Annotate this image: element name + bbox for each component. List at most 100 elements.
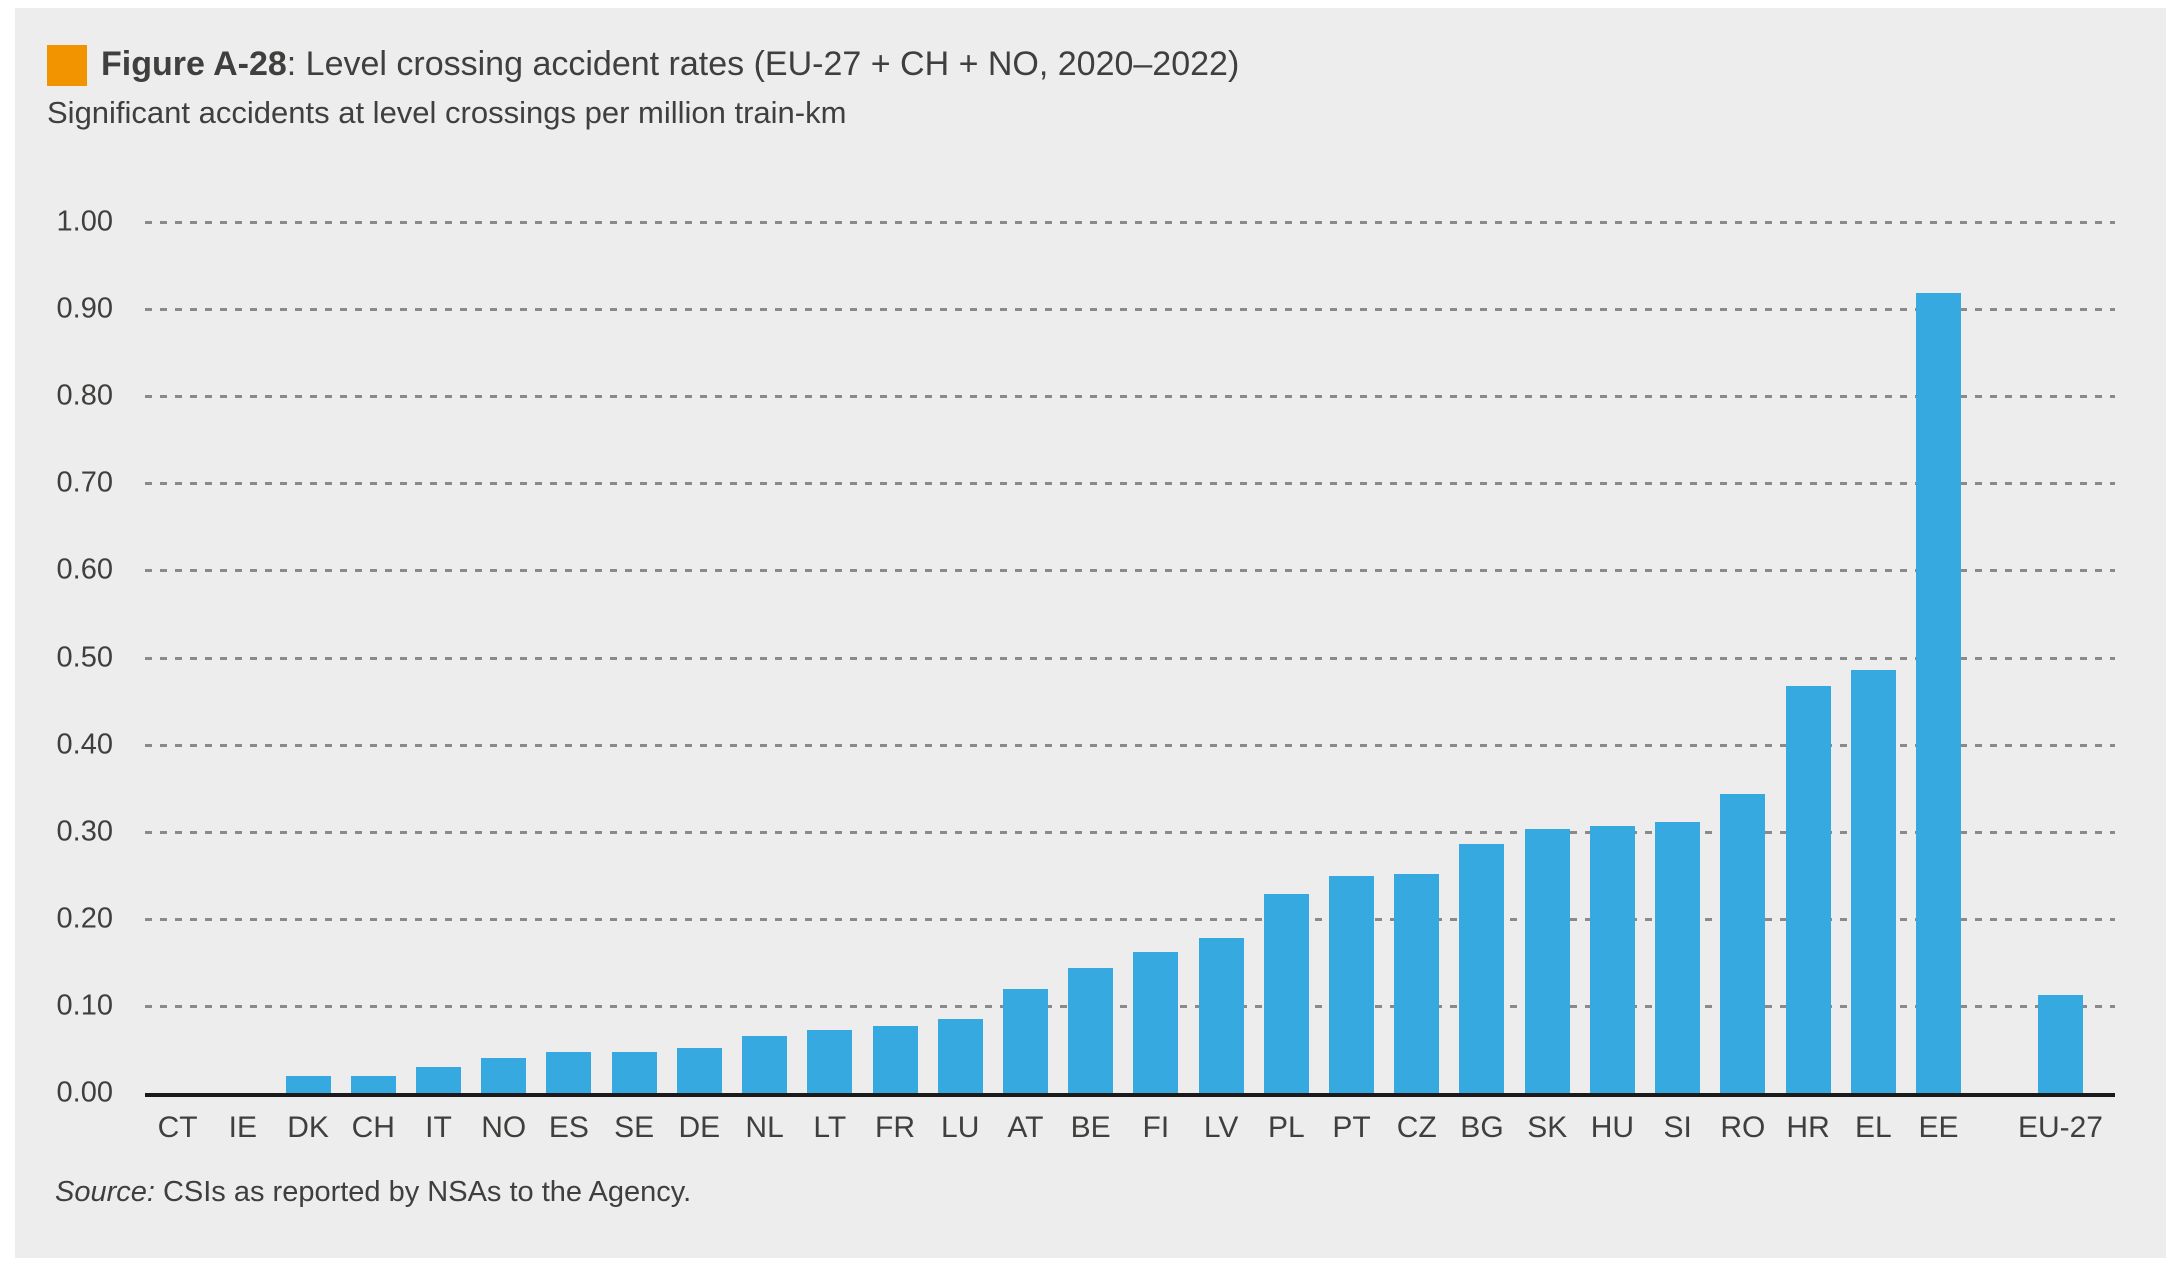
bar-EL <box>1850 669 1896 1093</box>
x-label-CH: CH <box>351 1111 395 1144</box>
bar-FI <box>1133 951 1179 1093</box>
x-label-DE: DE <box>678 1111 721 1144</box>
bar-AT <box>1002 989 1048 1093</box>
bar-EU-27 <box>2037 995 2083 1093</box>
bar-DE <box>676 1047 722 1093</box>
gridline-0.90 <box>145 308 2115 312</box>
category-slot-SI: SI <box>1645 222 1710 1144</box>
category-slot-EE: EE <box>1906 222 1971 1144</box>
gridline-0.50 <box>145 656 2115 660</box>
x-label-EU-27: EU-27 <box>2017 1111 2103 1144</box>
bar-IT <box>415 1066 461 1093</box>
y-tick-0.10: 0.10 <box>56 989 113 1022</box>
category-slot-FR: FR <box>862 222 927 1144</box>
bar-chart-plot-area: CT IE DK CH IT NO ES SE DE NL LT FR LU AT BE FI LV PL PT CZ… <box>145 221 2115 1144</box>
category-slot-BE: BE <box>1058 222 1123 1144</box>
gridline-0.60 <box>145 569 2115 573</box>
figure-title-text: : Level crossing accident rates (EU-27 +… <box>286 45 1240 83</box>
bar-EE <box>1916 293 1962 1093</box>
y-tick-0.90: 0.90 <box>56 292 113 325</box>
bar-PL <box>1263 893 1309 1093</box>
y-tick-0.60: 0.60 <box>56 553 113 586</box>
category-slot-IT: IT <box>406 222 471 1144</box>
y-tick-0.80: 0.80 <box>56 379 113 412</box>
bar-NO <box>481 1058 527 1093</box>
bar-NL <box>742 1035 788 1093</box>
bar-LV <box>1198 937 1244 1093</box>
bar-SI <box>1655 822 1701 1093</box>
bar-BE <box>1068 968 1114 1093</box>
category-slot-IE: IE <box>210 222 275 1144</box>
x-label-NO: NO <box>481 1111 527 1144</box>
gridline-0.70 <box>145 482 2115 486</box>
x-label-FR: FR <box>875 1111 916 1144</box>
category-slot-NL: NL <box>732 222 797 1144</box>
y-tick-1.00: 1.00 <box>56 205 113 238</box>
category-slot-ES: ES <box>536 222 601 1144</box>
x-label-BE: BE <box>1070 1111 1111 1144</box>
bar-FR <box>872 1025 918 1093</box>
y-tick-0.30: 0.30 <box>56 815 113 848</box>
category-slot-EU-27: EU-27 <box>2018 222 2103 1144</box>
bar-SK <box>1524 829 1570 1093</box>
category-slot-NO: NO <box>471 222 536 1144</box>
source-label: Source: <box>55 1176 155 1208</box>
source-note: Source: CSIs as reported by NSAs to the A… <box>55 1176 691 1209</box>
bar-BG <box>1459 843 1505 1093</box>
category-slot-CT: CT <box>145 222 210 1144</box>
category-slot-BG: BG <box>1449 222 1514 1144</box>
x-label-LU: LU <box>941 1111 980 1144</box>
x-label-ES: ES <box>548 1111 589 1144</box>
category-slot-DE: DE <box>667 222 732 1144</box>
figure-number: Figure A-28 <box>101 45 287 83</box>
category-slot-LU: LU <box>928 222 993 1144</box>
bar-CZ <box>1394 873 1440 1093</box>
x-label-NL: NL <box>745 1111 784 1144</box>
x-label-IT: IT <box>425 1111 452 1144</box>
category-slot-EL: EL <box>1841 222 1906 1144</box>
category-slot-CZ: CZ <box>1384 222 1449 1144</box>
x-label-SI: SI <box>1663 1111 1692 1144</box>
gridline-0.20 <box>145 917 2115 921</box>
x-label-PL: PL <box>1267 1111 1305 1144</box>
category-slot-PT: PT <box>1319 222 1384 1144</box>
x-label-CZ: CZ <box>1396 1111 1437 1144</box>
category-slot-FI: FI <box>1123 222 1188 1144</box>
y-axis-tick-labels: 1.00 0.90 0.80 0.70 0.60 0.50 0.40 0.30 0.20 0.10… <box>28 206 113 1109</box>
bar-LU <box>937 1018 983 1093</box>
x-label-FI: FI <box>1142 1111 1170 1144</box>
figure-title: Figure A-28: Level crossing accident rat… <box>101 40 1239 88</box>
x-label-BG: BG <box>1460 1111 1504 1144</box>
y-tick-0.50: 0.50 <box>56 641 113 673</box>
x-label-LT: LT <box>813 1111 847 1144</box>
x-label-HR: HR <box>1786 1111 1830 1144</box>
gridline-1.00 <box>145 221 2115 224</box>
source-text: CSIs as reported by NSAs to the Agency. <box>162 1176 692 1208</box>
x-label-SE: SE <box>614 1111 655 1144</box>
category-slot-PL: PL <box>1254 222 1319 1144</box>
x-label-LV: LV <box>1203 1111 1239 1144</box>
gridline-0.30 <box>145 830 2115 834</box>
x-label-PT: PT <box>1332 1111 1371 1144</box>
bar-HU <box>1589 825 1635 1093</box>
x-label-EL: EL <box>1854 1111 1892 1144</box>
category-slot-AT: AT <box>993 222 1058 1144</box>
category-slot-HU: HU <box>1580 222 1645 1144</box>
x-label-RO: RO <box>1720 1111 1766 1144</box>
bar-PT <box>1329 876 1375 1093</box>
bar-LT <box>807 1030 853 1093</box>
x-label-EE: EE <box>1918 1111 1959 1144</box>
category-slot-CH: CH <box>341 222 406 1144</box>
bar-ES <box>546 1052 592 1093</box>
category-slot-SE: SE <box>602 222 667 1144</box>
x-label-AT: AT <box>1007 1111 1044 1144</box>
x-label-SK: SK <box>1527 1111 1568 1144</box>
bar-HR <box>1785 686 1831 1093</box>
gridline-0.80 <box>145 395 2115 399</box>
category-slot-SK: SK <box>1515 222 1580 1144</box>
y-tick-0.70: 0.70 <box>56 466 113 499</box>
y-tick-0.20: 0.20 <box>56 902 113 935</box>
category-slot-LT: LT <box>797 222 862 1144</box>
bars-row: CT IE DK CH IT NO ES SE DE NL LT FR LU AT BE FI LV PL PT CZ… <box>145 222 2115 1144</box>
